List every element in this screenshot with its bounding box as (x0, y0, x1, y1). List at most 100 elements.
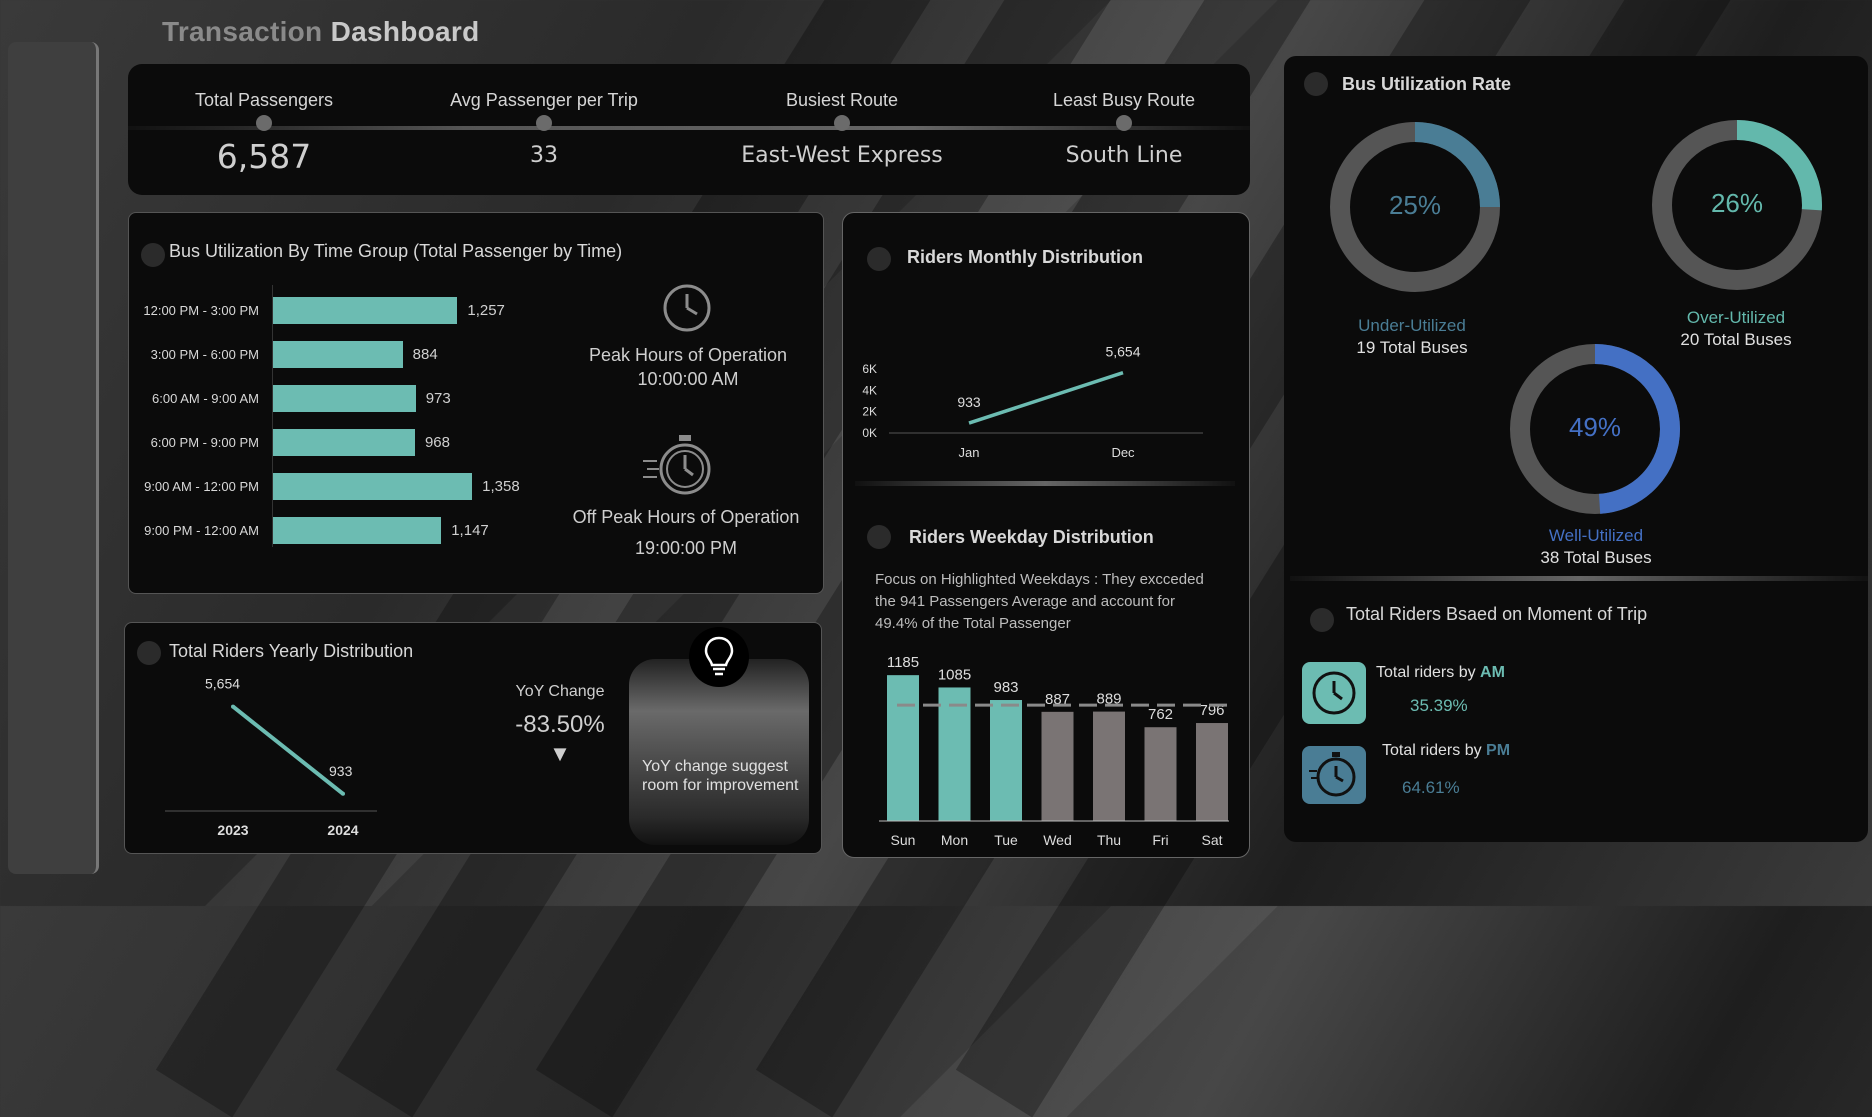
title-part1: Transaction (162, 16, 323, 47)
stopwatch-icon (1309, 752, 1356, 797)
x-tick-label: Tue (994, 832, 1018, 848)
pm-prefix: Total riders by (1382, 742, 1487, 759)
data-label: 1085 (938, 666, 971, 683)
kpi-label: Busiest Route (785, 90, 899, 110)
x-tick-label: Thu (1097, 832, 1121, 848)
bar-category-label: 6:00 PM - 9:00 PM (150, 435, 259, 450)
offpeak-hours-label: Off Peak Hours of Operation (572, 507, 800, 527)
kpi-value: East-West Express (741, 143, 943, 168)
donut-pct: 25% (1388, 190, 1442, 220)
data-point (231, 704, 235, 709)
panel-dot (867, 525, 891, 549)
bar (273, 473, 473, 500)
kpi-label: Avg Passenger per Trip (450, 90, 638, 110)
donut-label: Well-Utilized (1548, 526, 1644, 545)
x-tick-label: Sun (891, 832, 916, 848)
bar (273, 341, 403, 368)
kpi-value: 33 (530, 143, 558, 168)
bar-category-label: 9:00 AM - 12:00 PM (144, 479, 259, 494)
donut-sub: 20 Total Buses (1680, 330, 1792, 349)
sidebar (8, 42, 99, 874)
pm-value: 64.61% (1402, 778, 1460, 797)
bar (273, 517, 442, 544)
data-label: 5,654 (1105, 344, 1140, 360)
donut-sub: 38 Total Buses (1540, 548, 1652, 567)
data-label: 887 (1045, 691, 1070, 708)
weekday-bar-chart: 1185Sun1085Mon983Tue887Wed889Thu762Fri79… (879, 654, 1229, 848)
kpi-panel: Total Passengers 6,587 Avg Passenger per… (128, 64, 1250, 195)
donut-label: Over-Utilized (1686, 308, 1786, 327)
kpi-dot (536, 115, 552, 131)
bar-category-label: 6:00 AM - 9:00 AM (152, 391, 259, 406)
bar (1093, 711, 1125, 821)
bar (938, 687, 971, 821)
data-label: 983 (993, 679, 1018, 696)
clock-icon (1312, 671, 1356, 715)
donut-pct: 49% (1568, 412, 1622, 442)
bar (273, 385, 416, 412)
time-group-panel: Bus Utilization By Time Group (Total Pas… (128, 212, 824, 594)
x-tick-label: Mon (941, 832, 968, 848)
page-title: Transaction Dashboard (162, 16, 480, 48)
data-label: 5,654 (205, 676, 240, 692)
donut-pct: 26% (1710, 188, 1764, 218)
data-label: 933 (329, 763, 353, 779)
x-tick-label: Jan (959, 445, 980, 460)
lightbulb-icon (704, 636, 734, 676)
yoy-value: -83.50% (515, 711, 605, 738)
bar-value-label: 1,358 (482, 478, 520, 495)
panel-divider (855, 481, 1235, 486)
title-part2: Dashboard (330, 16, 480, 47)
data-point (341, 791, 345, 796)
bar (1144, 727, 1177, 821)
x-tick-label: Dec (1111, 445, 1135, 460)
x-tick-label: Sat (1201, 832, 1222, 848)
kpi-value: 6,587 (216, 137, 312, 176)
bar (273, 297, 458, 324)
bar-category-label: 3:00 PM - 6:00 PM (150, 347, 259, 362)
peak-hours-value: 10:00:00 AM (637, 369, 739, 389)
data-label: 889 (1096, 691, 1121, 708)
pm-card (1302, 746, 1366, 804)
am-prefix: Total riders by (1376, 664, 1481, 681)
time-group-title: Bus Utilization By Time Group (Total Pas… (169, 241, 623, 261)
utilization-title: Bus Utilization Rate (1342, 74, 1512, 94)
kpi-least-busy-route: Least Busy Route South Line (1004, 64, 1244, 168)
bar (273, 429, 415, 456)
panel-dot (137, 641, 161, 665)
x-tick-label: Wed (1043, 832, 1072, 848)
weekday-note: Focus on Highlighted Weekdays : They exc… (875, 571, 1204, 632)
data-label: 762 (1148, 706, 1173, 723)
insight-badge (689, 627, 749, 687)
bar-value-label: 884 (412, 346, 438, 363)
panel-dot (1310, 608, 1334, 632)
donut-slice (1510, 344, 1680, 514)
yearly-panel: Total Riders Yearly Distribution 5,654 20… (124, 622, 822, 854)
yearly-line-chart: 5,654 2023 933 2024 (165, 676, 377, 838)
donut-slice (1330, 122, 1500, 292)
weekday-title: Riders Weekday Distribution (909, 527, 1154, 547)
under-utilized-donut (1330, 122, 1500, 292)
bar-value-label: 1,257 (467, 302, 505, 319)
am-card (1302, 662, 1366, 724)
bar-category-label: 12:00 PM - 3:00 PM (143, 303, 259, 318)
y-tick-label: 4K (862, 383, 877, 397)
am-label: Total riders by AM (1376, 664, 1505, 682)
y-tick-label: 0K (862, 426, 877, 440)
x-tick-label: 2024 (327, 822, 358, 838)
bar (1041, 711, 1074, 821)
well-utilized-donut (1510, 344, 1680, 514)
moment-title: Total Riders Bsaed on Moment of Trip (1346, 604, 1648, 624)
data-label: 1185 (887, 654, 919, 671)
donut-sub: 19 Total Buses (1356, 338, 1468, 357)
yearly-title: Total Riders Yearly Distribution (169, 641, 414, 661)
kpi-avg-passenger: Avg Passenger per Trip 33 (424, 64, 664, 168)
bar (990, 700, 1022, 821)
riders-distribution-panel: Riders Monthly Distribution 0K 2K 4K 6K 933 J… (842, 212, 1250, 858)
kpi-dot (256, 115, 272, 131)
kpi-total-passengers: Total Passengers 6,587 (144, 64, 384, 176)
series-line (968, 371, 1124, 425)
panel-dot (141, 243, 165, 267)
stopwatch-icon (643, 435, 711, 495)
am-value: 35.39% (1410, 696, 1468, 715)
